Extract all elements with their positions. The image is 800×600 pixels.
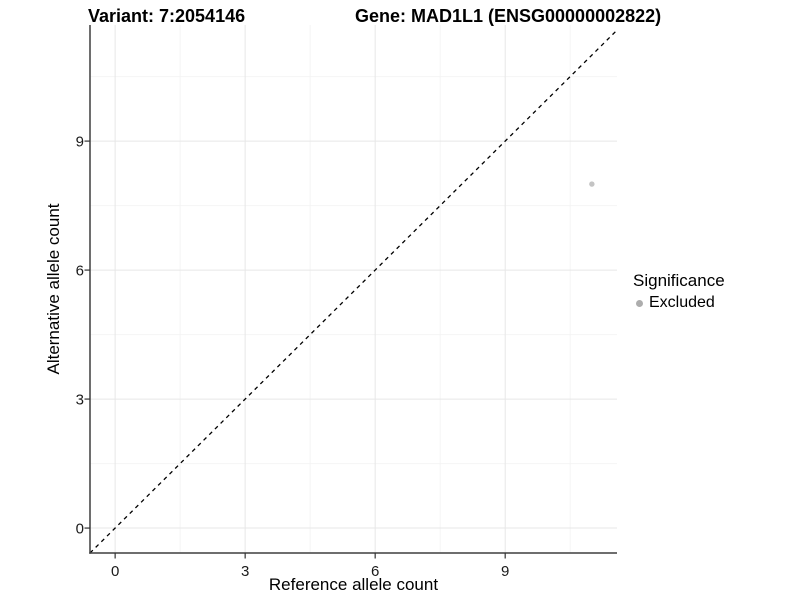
- x-tick-label: 6: [371, 563, 379, 580]
- legend: Significance Excluded: [633, 271, 725, 312]
- legend-title: Significance: [633, 271, 725, 290]
- legend-item-label: Excluded: [649, 294, 715, 311]
- data-point-excluded: [589, 181, 595, 187]
- y-tick-label: 6: [76, 263, 84, 280]
- y-tick-label: 3: [76, 392, 84, 409]
- y-tick-label: 0: [76, 521, 84, 538]
- x-tick-label: 0: [111, 563, 119, 580]
- identity-line: [89, 29, 618, 554]
- y-axis-title: Alternative allele count: [44, 203, 63, 375]
- y-tick-label: 9: [76, 134, 84, 151]
- legend-item-excluded: Excluded: [633, 294, 725, 312]
- excluded-point-icon: [636, 299, 643, 307]
- x-tick-label: 9: [501, 563, 509, 580]
- plot-title-variant: Variant: 7:2054146: [88, 6, 246, 26]
- x-tick-label: 3: [241, 563, 249, 580]
- x-axis-title: Reference allele count: [268, 575, 439, 594]
- plot-title-gene: Gene: MAD1L1 (ENSG00000002822): [355, 6, 662, 26]
